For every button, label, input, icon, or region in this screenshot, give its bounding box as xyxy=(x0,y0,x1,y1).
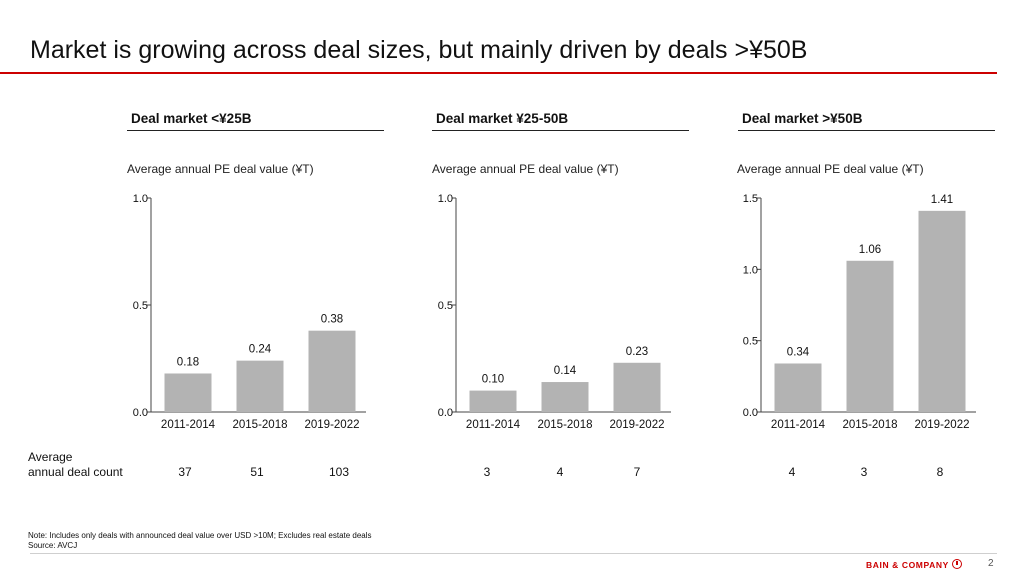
bar xyxy=(469,390,517,412)
y-tick-label: 1.0 xyxy=(743,264,758,276)
bain-logo: BAIN & COMPANY xyxy=(866,559,962,570)
data-label: 0.23 xyxy=(626,346,648,358)
bar xyxy=(846,260,894,412)
bar xyxy=(541,382,589,412)
x-tick-label: 2011-2014 xyxy=(771,419,826,431)
bar-chart-small-deals: 0.0 0.5 1.0 0.18 2011-2014 0.24 2015-2018 0.38 2… xyxy=(133,193,366,431)
x-tick-label: 2019-2022 xyxy=(915,419,970,431)
panel-title-mid-deals: Deal market ¥25-50B xyxy=(432,111,689,131)
bar-chart-mid-deals: 0.0 0.5 1.0 0.10 2011-2014 0.14 2015-2018 0.23 2… xyxy=(438,193,671,431)
x-tick-label: 2019-2022 xyxy=(305,419,360,431)
y-tick-label: 1.0 xyxy=(133,193,148,205)
deal-count-row-label: Average annual deal count xyxy=(28,450,123,480)
deal-count-large-2019-2022: 8 xyxy=(936,465,944,479)
deal-count-large-2011-2014: 4 xyxy=(788,465,796,479)
page-title: Market is growing across deal sizes, but… xyxy=(30,36,808,64)
footnote-note: Note: Includes only deals with announced… xyxy=(28,531,372,540)
y-tick-label: 0.5 xyxy=(438,300,453,312)
y-tick-label: 0.0 xyxy=(743,407,758,419)
deal-count-mid-2015-2018: 4 xyxy=(556,465,564,479)
data-label: 0.24 xyxy=(249,344,272,356)
footnote-source: Source: AVCJ xyxy=(28,541,78,550)
y-axis-label-small-deals: Average annual PE deal value (¥T) xyxy=(127,162,314,176)
bar xyxy=(918,210,966,412)
deal-count-label-line1: Average xyxy=(28,450,73,464)
data-label: 1.06 xyxy=(859,244,881,256)
logo-mark-icon xyxy=(951,559,962,569)
x-tick-label: 2011-2014 xyxy=(466,419,521,431)
y-tick-label: 0.5 xyxy=(743,336,758,348)
data-label: 0.18 xyxy=(177,356,199,368)
deal-count-label-line2: annual deal count xyxy=(28,465,123,479)
x-tick-label: 2015-2018 xyxy=(843,419,898,431)
y-axis-label-large-deals: Average annual PE deal value (¥T) xyxy=(737,162,924,176)
bar xyxy=(308,330,356,412)
footnote: Note: Includes only deals with announced… xyxy=(28,531,372,551)
title-divider xyxy=(0,72,997,74)
data-label: 0.34 xyxy=(787,346,810,358)
bar xyxy=(613,362,661,412)
bar xyxy=(236,360,284,412)
deal-count-small-2011-2014: 37 xyxy=(178,465,192,479)
y-tick-label: 1.5 xyxy=(743,193,758,205)
y-tick-label: 0.5 xyxy=(133,300,148,312)
bar-chart-large-deals: 0.0 0.5 1.0 1.5 0.34 2011-2014 1.06 2015-2018 1.… xyxy=(743,193,976,431)
bar xyxy=(774,363,822,412)
panel-title-small-deals: Deal market <¥25B xyxy=(127,111,384,131)
bar xyxy=(164,373,212,412)
x-tick-label: 2015-2018 xyxy=(538,419,593,431)
data-label: 1.41 xyxy=(931,194,953,206)
y-axis-label-mid-deals: Average annual PE deal value (¥T) xyxy=(432,162,619,176)
x-tick-label: 2015-2018 xyxy=(233,419,288,431)
panel-title-large-deals: Deal market >¥50B xyxy=(738,111,995,131)
x-tick-label: 2019-2022 xyxy=(610,419,665,431)
deal-count-mid-2011-2014: 3 xyxy=(483,465,491,479)
deal-count-large-2015-2018: 3 xyxy=(860,465,868,479)
deal-count-mid-2019-2022: 7 xyxy=(633,465,641,479)
y-tick-label: 0.0 xyxy=(133,407,148,419)
y-tick-label: 0.0 xyxy=(438,407,453,419)
data-label: 0.38 xyxy=(321,314,343,326)
x-tick-label: 2011-2014 xyxy=(161,419,216,431)
y-tick-label: 1.0 xyxy=(438,193,453,205)
footer-divider xyxy=(30,553,997,554)
page-number: 2 xyxy=(988,558,994,569)
logo-text: BAIN & COMPANY xyxy=(866,560,949,570)
deal-count-small-2015-2018: 51 xyxy=(250,465,264,479)
data-label: 0.14 xyxy=(554,365,577,377)
deal-count-small-2019-2022: 103 xyxy=(328,465,350,479)
data-label: 0.10 xyxy=(482,374,504,386)
